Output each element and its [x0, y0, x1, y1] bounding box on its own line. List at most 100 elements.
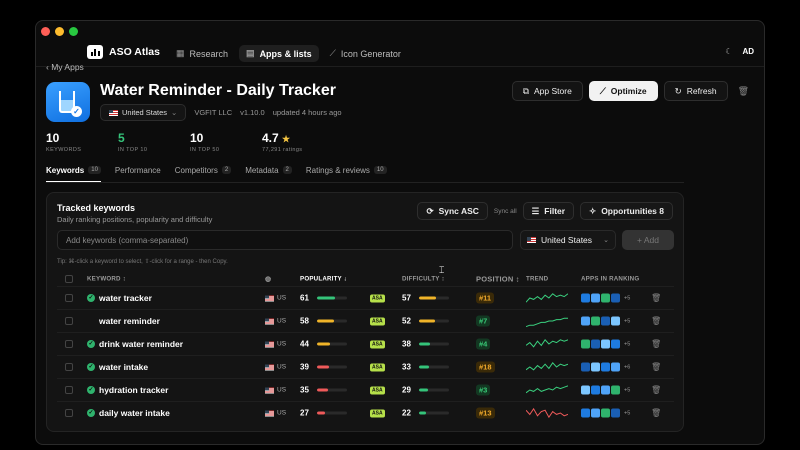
app-thumbnail-icon[interactable]	[611, 316, 620, 326]
filter-button[interactable]: ☰ Filter	[522, 202, 575, 220]
optimize-button[interactable]: ⟋ Optimize	[588, 81, 658, 101]
app-thumbnail-icon[interactable]	[591, 385, 600, 395]
asa-badge: ASA	[370, 317, 385, 325]
trend-sparkline	[525, 336, 569, 352]
difficulty-fill	[419, 319, 435, 323]
stat-value: 5	[118, 131, 125, 145]
back-link[interactable]: ‹ My Apps	[46, 62, 84, 72]
header-popularity[interactable]: POPULARITY ↓	[300, 275, 347, 282]
app-thumbnail-icon[interactable]	[591, 339, 600, 349]
tab-metadata[interactable]: Metadata 2	[245, 166, 292, 182]
keyword-cell[interactable]: ✓ drink water reminder	[87, 339, 183, 349]
us-flag-icon	[265, 364, 274, 370]
add-button[interactable]: + Add	[622, 230, 674, 250]
nav-item-icon-generator[interactable]: ⟋ Icon Generator	[323, 45, 408, 62]
nav-item-apps-lists[interactable]: ▤ Apps & lists	[239, 45, 319, 62]
app-thumbnail-icon[interactable]	[591, 293, 600, 303]
check-icon: ✓	[87, 294, 95, 302]
brand[interactable]: ASO Atlas	[87, 45, 160, 59]
avatar[interactable]: AD	[742, 47, 754, 56]
keyword-cell[interactable]: ✓ daily water intake	[87, 408, 170, 418]
refresh-button[interactable]: ↻ Refresh	[663, 81, 728, 101]
trash-icon[interactable]: 🗑	[651, 293, 662, 303]
apps-in-ranking[interactable]: +6	[581, 362, 630, 372]
app-thumbnail-icon[interactable]	[591, 408, 600, 418]
row-checkbox[interactable]	[65, 340, 73, 348]
app-thumbnail-icon[interactable]	[601, 408, 610, 418]
popularity-cell: 35 ASA	[300, 386, 385, 395]
app-thumbnail-icon[interactable]	[611, 339, 620, 349]
header-keyword[interactable]: KEYWORD ↕	[87, 275, 126, 282]
tab-performance[interactable]: Performance	[115, 166, 161, 182]
country-code: US	[277, 340, 287, 348]
row-checkbox[interactable]	[65, 363, 73, 371]
popularity-fill	[317, 319, 335, 323]
popularity-bar	[317, 342, 347, 346]
trash-icon[interactable]: 🗑	[651, 339, 662, 349]
header-position[interactable]: POSITION ↕	[476, 274, 520, 283]
asa-badge: ASA	[370, 363, 385, 371]
app-thumbnail-icon[interactable]	[601, 385, 610, 395]
app-thumbnail-icon[interactable]	[591, 362, 600, 372]
app-thumbnail-icon[interactable]	[601, 339, 610, 349]
country-selector[interactable]: United States ⌄	[100, 104, 187, 121]
keywords-input[interactable]: Add keywords (comma-separated)	[57, 230, 513, 250]
row-checkbox[interactable]	[65, 386, 73, 394]
app-thumbnail-icon[interactable]	[581, 293, 590, 303]
country-code: US	[277, 386, 287, 394]
main-nav: ▦ Research ▤ Apps & lists ⟋ Icon Generator	[169, 45, 408, 62]
country-select[interactable]: United States ⌄	[520, 230, 616, 250]
moon-icon[interactable]: ☾	[725, 47, 733, 56]
header-trend: TREND	[526, 275, 549, 282]
header-difficulty[interactable]: DIFFICULTY ↕	[402, 275, 445, 282]
trash-icon[interactable]: 🗑	[651, 316, 662, 326]
apps-in-ranking[interactable]: +5	[581, 339, 630, 349]
keyword-cell[interactable]: ✓ hydration tracker	[87, 385, 168, 395]
trash-icon[interactable]: 🗑	[651, 362, 662, 372]
keyword-cell[interactable]: ✓ water intake	[87, 362, 148, 372]
sync-all-link[interactable]: Sync all	[493, 207, 517, 215]
sync-asc-button[interactable]: ⟳ Sync ASC	[417, 202, 488, 220]
app-thumbnail-icon[interactable]	[591, 316, 600, 326]
trash-icon[interactable]: 🗑	[651, 385, 662, 395]
opportunities-button[interactable]: ✧ Opportunities 8	[580, 202, 673, 220]
app-thumbnail-icon[interactable]	[601, 362, 610, 372]
top-right-controls: ☾ AD	[725, 47, 754, 56]
apps-in-ranking[interactable]: +5	[581, 408, 630, 418]
apps-in-ranking[interactable]: +5	[581, 293, 630, 303]
app-thumbnail-icon[interactable]	[581, 385, 590, 395]
app-thumbnail-icon[interactable]	[581, 339, 590, 349]
app-thumbnail-icon[interactable]	[601, 293, 610, 303]
keyword-cell[interactable]: ✓ water tracker	[87, 293, 152, 303]
tab-keywords[interactable]: Keywords 10	[46, 166, 101, 182]
close-window-dot[interactable]	[41, 27, 50, 36]
table-header: KEYWORD ↕ ◍ POPULARITY ↓ DIFFICULTY ↕ PO…	[57, 271, 674, 286]
tab-ratings-reviews[interactable]: Ratings & reviews 10	[306, 166, 387, 182]
trash-icon[interactable]: 🗑	[651, 408, 662, 418]
trend-line	[525, 317, 568, 328]
keyword-cell[interactable]: water reminder	[87, 316, 160, 326]
app-thumbnail-icon[interactable]	[611, 408, 620, 418]
app-thumbnail-icon[interactable]	[581, 316, 590, 326]
table-row: ✓ drink water reminder US 44 ASA 38 #4 +5 🗑	[57, 332, 674, 355]
minimize-window-dot[interactable]	[55, 27, 64, 36]
app-thumbnail-icon[interactable]	[601, 316, 610, 326]
row-checkbox[interactable]	[65, 294, 73, 302]
trash-icon[interactable]: 🗑	[737, 85, 749, 96]
apps-in-ranking[interactable]: +5	[581, 385, 630, 395]
maximize-window-dot[interactable]	[69, 27, 78, 36]
select-all-checkbox[interactable]	[65, 274, 73, 283]
row-checkbox[interactable]	[65, 409, 73, 417]
app-thumbnail-icon[interactable]	[611, 362, 620, 372]
check-icon: ✓	[87, 340, 95, 348]
row-checkbox[interactable]	[65, 317, 73, 325]
apps-in-ranking[interactable]: +5	[581, 316, 630, 326]
app-thumbnail-icon[interactable]	[611, 293, 620, 303]
nav-item-research[interactable]: ▦ Research	[169, 45, 235, 62]
top-bar: ASO Atlas ▦ Research ▤ Apps & lists ⟋ Icon Ge…	[36, 21, 764, 67]
app-thumbnail-icon[interactable]	[581, 362, 590, 372]
app-thumbnail-icon[interactable]	[581, 408, 590, 418]
app-store-button[interactable]: ⧉ App Store	[511, 81, 583, 101]
tab-competitors[interactable]: Competitors 2	[175, 166, 232, 182]
app-thumbnail-icon[interactable]	[611, 385, 620, 395]
